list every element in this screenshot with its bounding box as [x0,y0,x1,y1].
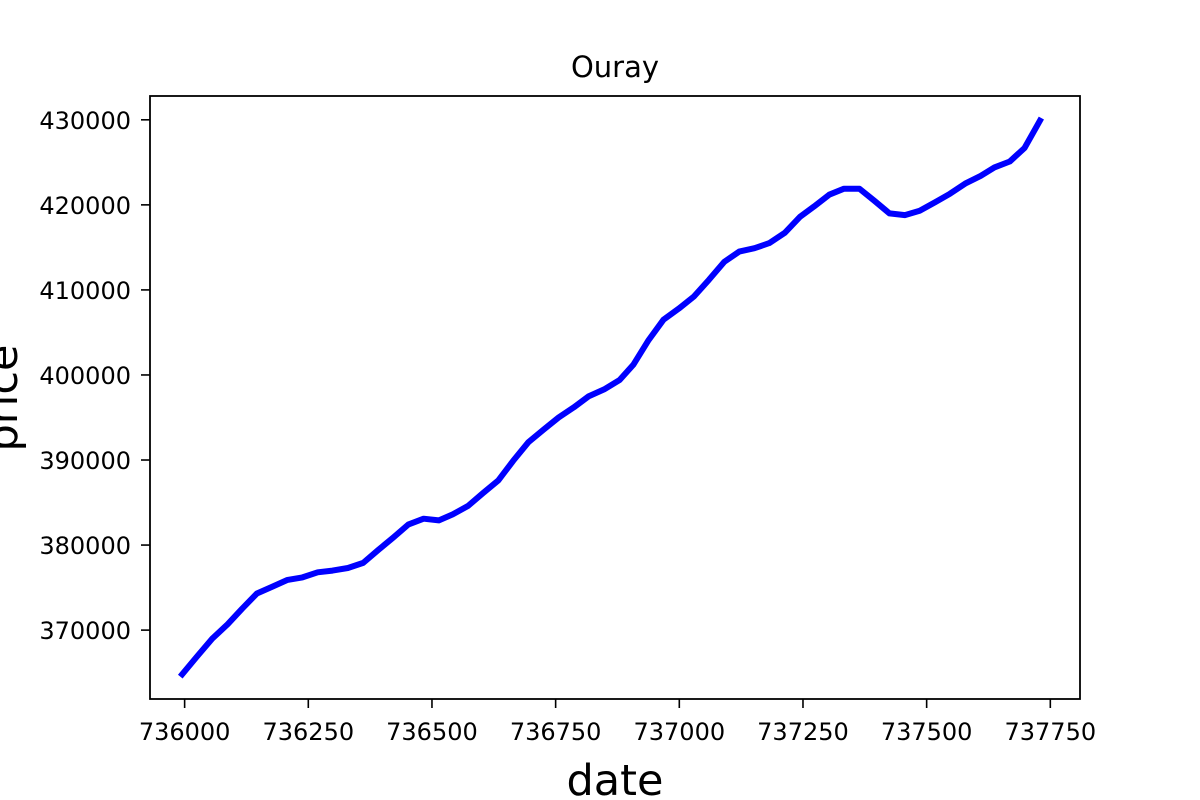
y-axis: 370000 380000 390000 400000 410000 420000 4300… [39,107,150,645]
x-tick-label: 736250 [262,718,354,746]
x-axis-title: date [567,756,664,800]
y-tick-label: 420000 [39,192,131,220]
x-tick-label: 736500 [386,718,478,746]
y-tick-label: 430000 [39,107,131,135]
y-tick-label: 370000 [39,617,131,645]
x-tick-label: 736000 [139,718,231,746]
y-tick-label: 390000 [39,447,131,475]
x-tick-label: 737000 [633,718,725,746]
y-tick-label: 410000 [39,277,131,305]
y-axis-title: price [0,344,28,451]
y-tick-label: 380000 [39,532,131,560]
x-tick-label: 737250 [757,718,849,746]
series-layer [177,116,1044,679]
y-tick-label: 400000 [39,362,131,390]
series-line-0 [177,116,1044,679]
x-tick-label: 736750 [510,718,602,746]
x-axis: 736000 736250 736500 736750 737000 737250 7375… [139,699,1096,746]
x-tick-label: 737750 [1005,718,1097,746]
plot-frame [149,95,1081,700]
x-tick-label: 737500 [881,718,973,746]
chart-title: Ouray [571,50,659,84]
